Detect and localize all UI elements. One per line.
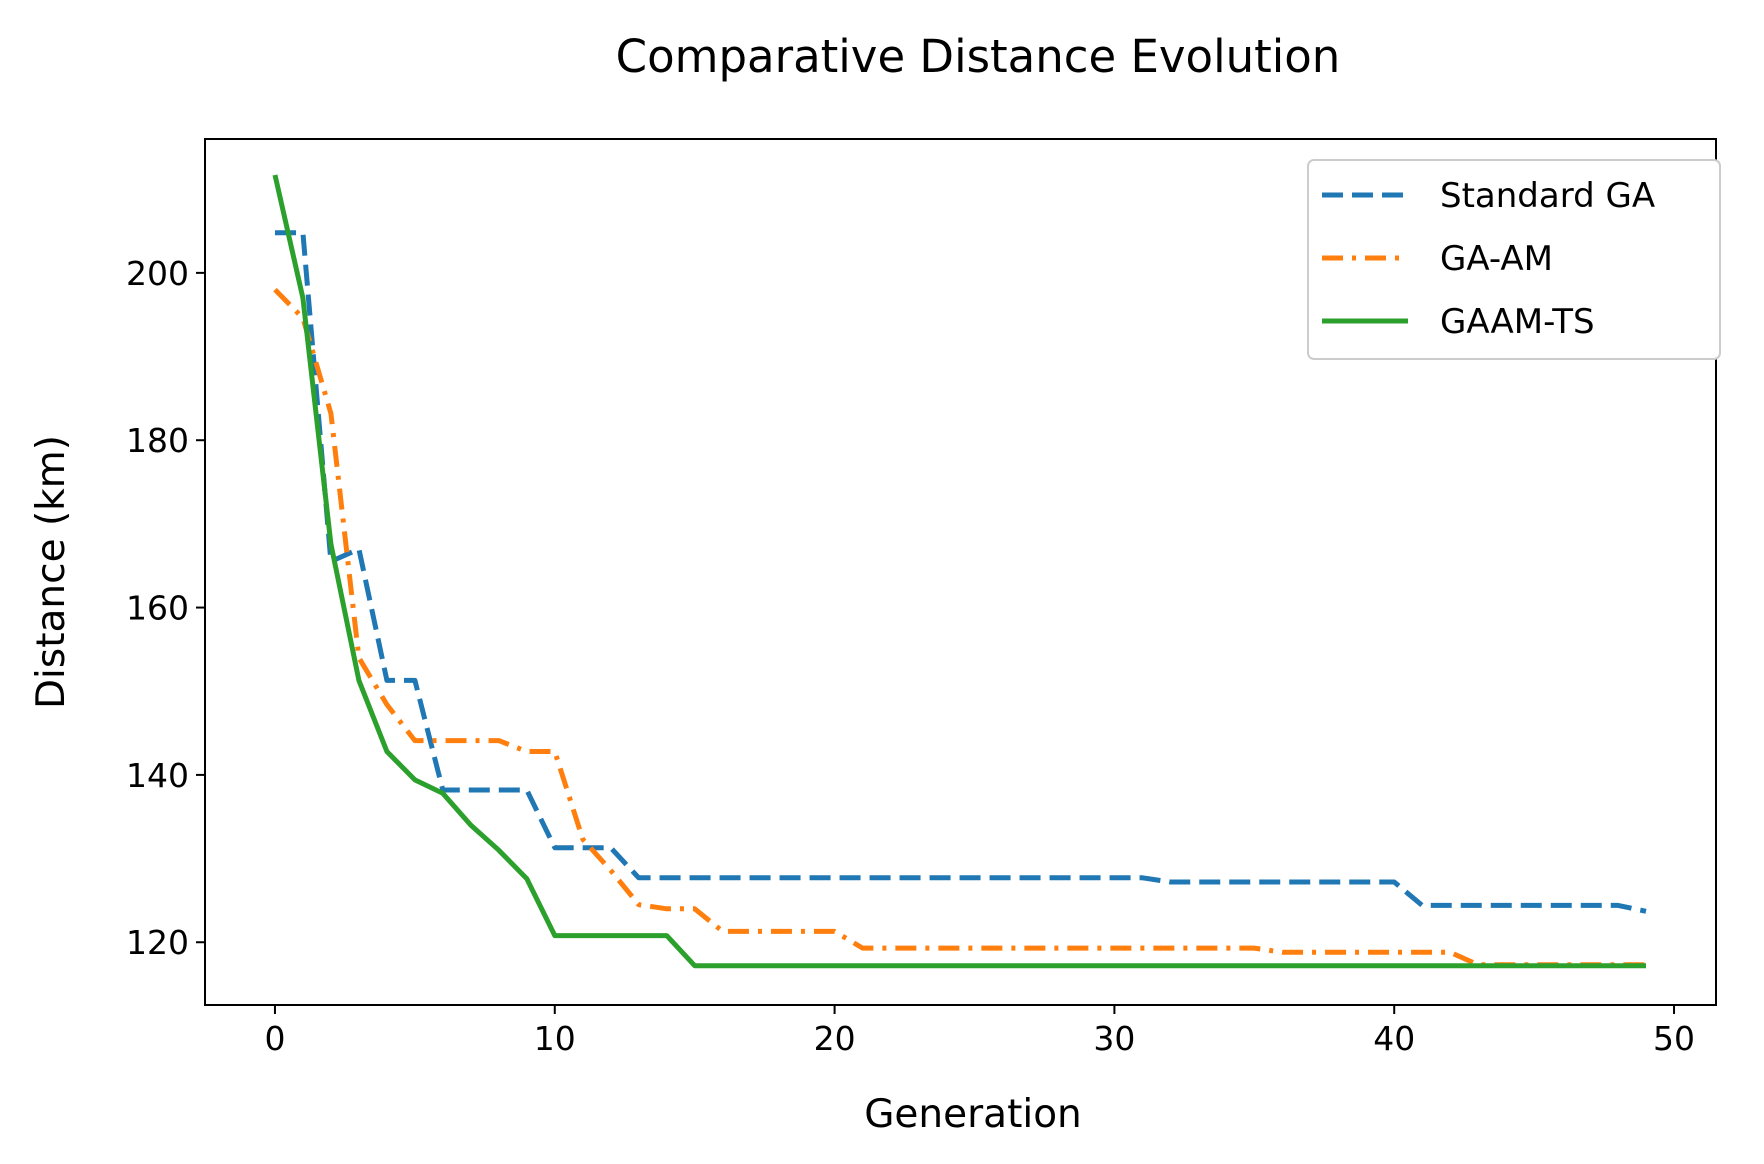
- y-axis-label: Distance (km): [29, 435, 74, 709]
- series-layer: [272, 174, 1647, 969]
- ticks-layer: 0 10 20 30 40 50 120 140 160 180 200: [126, 254, 1695, 1058]
- series-line-1: [275, 230, 1647, 914]
- x-tick-label: 0: [264, 1019, 285, 1058]
- legend-box: [1307, 159, 1721, 360]
- y-tick-label: 180: [126, 421, 189, 460]
- legend: Standard GA GA-AM GAAM-TS: [1307, 159, 1721, 360]
- x-tick-label: 20: [814, 1019, 856, 1058]
- x-tick-label: 40: [1373, 1019, 1415, 1058]
- series-line-3: [272, 174, 1646, 969]
- series-line-2: [273, 287, 1646, 968]
- x-axis-label: Generation: [864, 1092, 1082, 1137]
- x-tick-label: 50: [1653, 1019, 1695, 1058]
- chart-title: Comparative Distance Evolution: [616, 30, 1341, 83]
- x-tick-label: 10: [534, 1019, 576, 1058]
- y-tick-label: 200: [126, 254, 189, 293]
- y-tick-label: 140: [126, 756, 189, 795]
- x-tick-label: 30: [1093, 1019, 1135, 1058]
- plot-frame: [204, 138, 1717, 1006]
- y-tick-label: 160: [126, 589, 189, 628]
- legend-label-1: Standard GA: [1440, 176, 1655, 216]
- legend-label-3: GAAM-TS: [1440, 302, 1595, 342]
- legend-label-2: GA-AM: [1440, 239, 1553, 279]
- y-tick-label: 120: [126, 923, 189, 962]
